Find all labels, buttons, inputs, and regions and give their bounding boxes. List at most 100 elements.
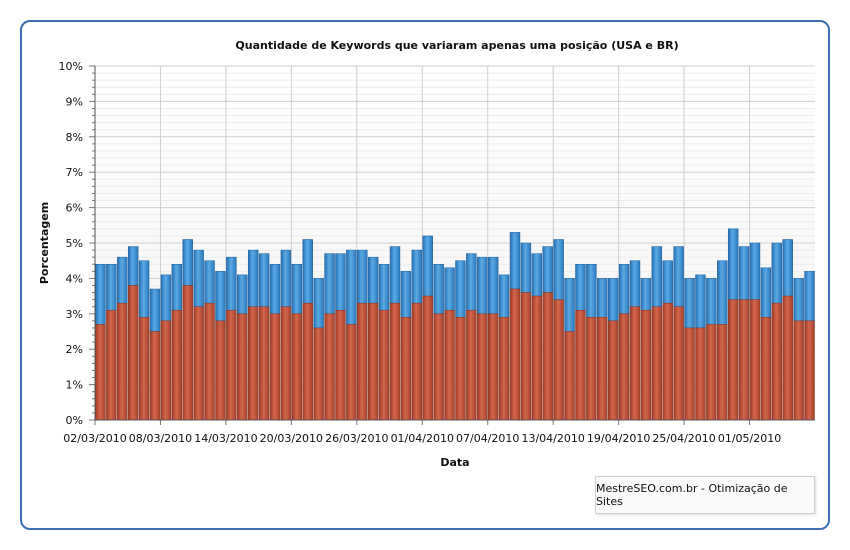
bar-series-bottom bbox=[738, 299, 750, 421]
bar-series-bottom bbox=[771, 302, 783, 421]
bar-series-bottom bbox=[553, 299, 564, 421]
bar-series-top bbox=[727, 228, 739, 300]
credit-box: MestreSEO.com.br - Otimização de Sites bbox=[595, 476, 815, 514]
bar-series-top bbox=[269, 263, 281, 315]
bar-series-top bbox=[793, 278, 804, 322]
bar-series-bottom bbox=[357, 302, 368, 421]
bar-series-top bbox=[553, 239, 564, 300]
bar-series-bottom bbox=[586, 317, 597, 421]
bar-series-top bbox=[662, 260, 673, 304]
bar-series-bottom bbox=[597, 317, 608, 421]
bar-series-bottom bbox=[717, 324, 728, 421]
bar-series-bottom bbox=[629, 306, 641, 421]
bar-series-top bbox=[247, 249, 259, 307]
bar-series-bottom bbox=[804, 320, 815, 421]
bar-series-top bbox=[455, 260, 466, 318]
x-tick-label: 26/03/2010 bbox=[325, 432, 388, 445]
bar-series-top bbox=[400, 271, 412, 318]
bar-series-bottom bbox=[127, 285, 139, 421]
bar-series-bottom bbox=[487, 313, 499, 421]
bar-series-bottom bbox=[378, 310, 390, 421]
x-tick-label: 19/04/2010 bbox=[587, 432, 650, 445]
bar-series-top bbox=[477, 256, 488, 315]
bar-series-top bbox=[782, 239, 793, 297]
bar-series-top bbox=[411, 249, 423, 304]
bar-series-top bbox=[171, 263, 183, 311]
bar-series-top bbox=[640, 278, 652, 311]
y-tick-label: 5% bbox=[66, 237, 83, 250]
bar-series-bottom bbox=[247, 306, 259, 421]
bar-series-bottom bbox=[727, 299, 739, 421]
bar-series-bottom bbox=[498, 317, 510, 421]
bar-series-bottom bbox=[193, 306, 204, 421]
bar-series-bottom bbox=[138, 317, 150, 421]
bar-series-top bbox=[258, 253, 270, 307]
bar-series-bottom bbox=[95, 324, 106, 421]
bar-series-bottom bbox=[335, 310, 346, 421]
bar-series-bottom bbox=[160, 320, 172, 421]
x-tick-label: 02/03/2010 bbox=[63, 432, 126, 445]
bar-series-bottom bbox=[215, 320, 226, 421]
bar-series-bottom bbox=[182, 285, 193, 421]
bars bbox=[95, 228, 815, 421]
y-tick-label: 7% bbox=[66, 166, 83, 179]
bar-series-top bbox=[226, 256, 237, 311]
bar-series-bottom bbox=[400, 317, 412, 421]
bar-series-bottom bbox=[749, 299, 761, 421]
bar-series-top bbox=[335, 253, 346, 311]
bar-series-top bbox=[357, 249, 368, 304]
bar-series-top bbox=[673, 246, 684, 307]
bar-series-top bbox=[607, 278, 619, 322]
credit-text: MestreSEO.com.br - Otimização de Sites bbox=[596, 482, 788, 508]
bar-series-top bbox=[597, 278, 608, 318]
bar-series-bottom bbox=[367, 302, 379, 421]
bar-series-bottom bbox=[258, 306, 270, 421]
bar-series-top bbox=[389, 246, 401, 304]
y-tick-label: 3% bbox=[66, 308, 83, 321]
bar-series-bottom bbox=[433, 313, 444, 421]
bar-series-bottom bbox=[607, 320, 619, 421]
bar-series-bottom bbox=[695, 327, 706, 421]
bar-series-bottom bbox=[509, 288, 521, 421]
chart-title: Quantidade de Keywords que variaram apen… bbox=[235, 39, 678, 52]
bar-series-top bbox=[433, 263, 444, 315]
x-tick-label: 08/03/2010 bbox=[129, 432, 192, 445]
bar-series-top bbox=[367, 256, 379, 304]
bar-series-top bbox=[717, 260, 728, 325]
bar-series-bottom bbox=[422, 295, 433, 421]
bar-series-top bbox=[215, 271, 226, 322]
bar-series-bottom bbox=[640, 310, 652, 421]
bar-series-bottom bbox=[226, 310, 237, 421]
bar-series-top bbox=[378, 263, 390, 311]
bar-series-top bbox=[498, 274, 510, 318]
bar-series-top bbox=[422, 235, 433, 297]
bar-series-bottom bbox=[531, 295, 543, 421]
axes: 0% 1% 2% 3% 4% 5% 6% 7% 8% 9% 10% 02/03/2010 08/03/2… bbox=[59, 60, 815, 445]
bar-series-bottom bbox=[662, 302, 673, 421]
bar-series-top bbox=[466, 253, 477, 311]
y-tick-label: 10% bbox=[59, 60, 83, 73]
bar-series-bottom bbox=[346, 324, 357, 421]
bar-series-top bbox=[575, 263, 586, 311]
bar-series-bottom bbox=[444, 310, 455, 421]
bar-series-bottom bbox=[575, 310, 586, 421]
bar-series-bottom bbox=[684, 327, 695, 421]
bar-series-bottom bbox=[477, 313, 488, 421]
y-tick-label: 4% bbox=[66, 272, 83, 285]
bar-series-top bbox=[586, 263, 597, 318]
x-tick-label: 13/04/2010 bbox=[521, 432, 584, 445]
bar-series-bottom bbox=[455, 317, 466, 421]
bar-series-bottom bbox=[520, 292, 532, 421]
y-tick-label: 6% bbox=[66, 202, 83, 215]
y-axis-title: Porcentagem bbox=[38, 202, 51, 284]
bar-series-bottom bbox=[542, 292, 553, 421]
bar-series-bottom bbox=[269, 313, 281, 421]
x-tick-label: 01/04/2010 bbox=[391, 432, 454, 445]
bar-series-top bbox=[520, 242, 532, 293]
bar-series-top bbox=[346, 249, 357, 325]
bar-series-top bbox=[204, 260, 215, 304]
x-tick-label: 25/04/2010 bbox=[652, 432, 715, 445]
bar-series-bottom bbox=[106, 310, 117, 421]
x-tick-label: 07/04/2010 bbox=[456, 432, 519, 445]
